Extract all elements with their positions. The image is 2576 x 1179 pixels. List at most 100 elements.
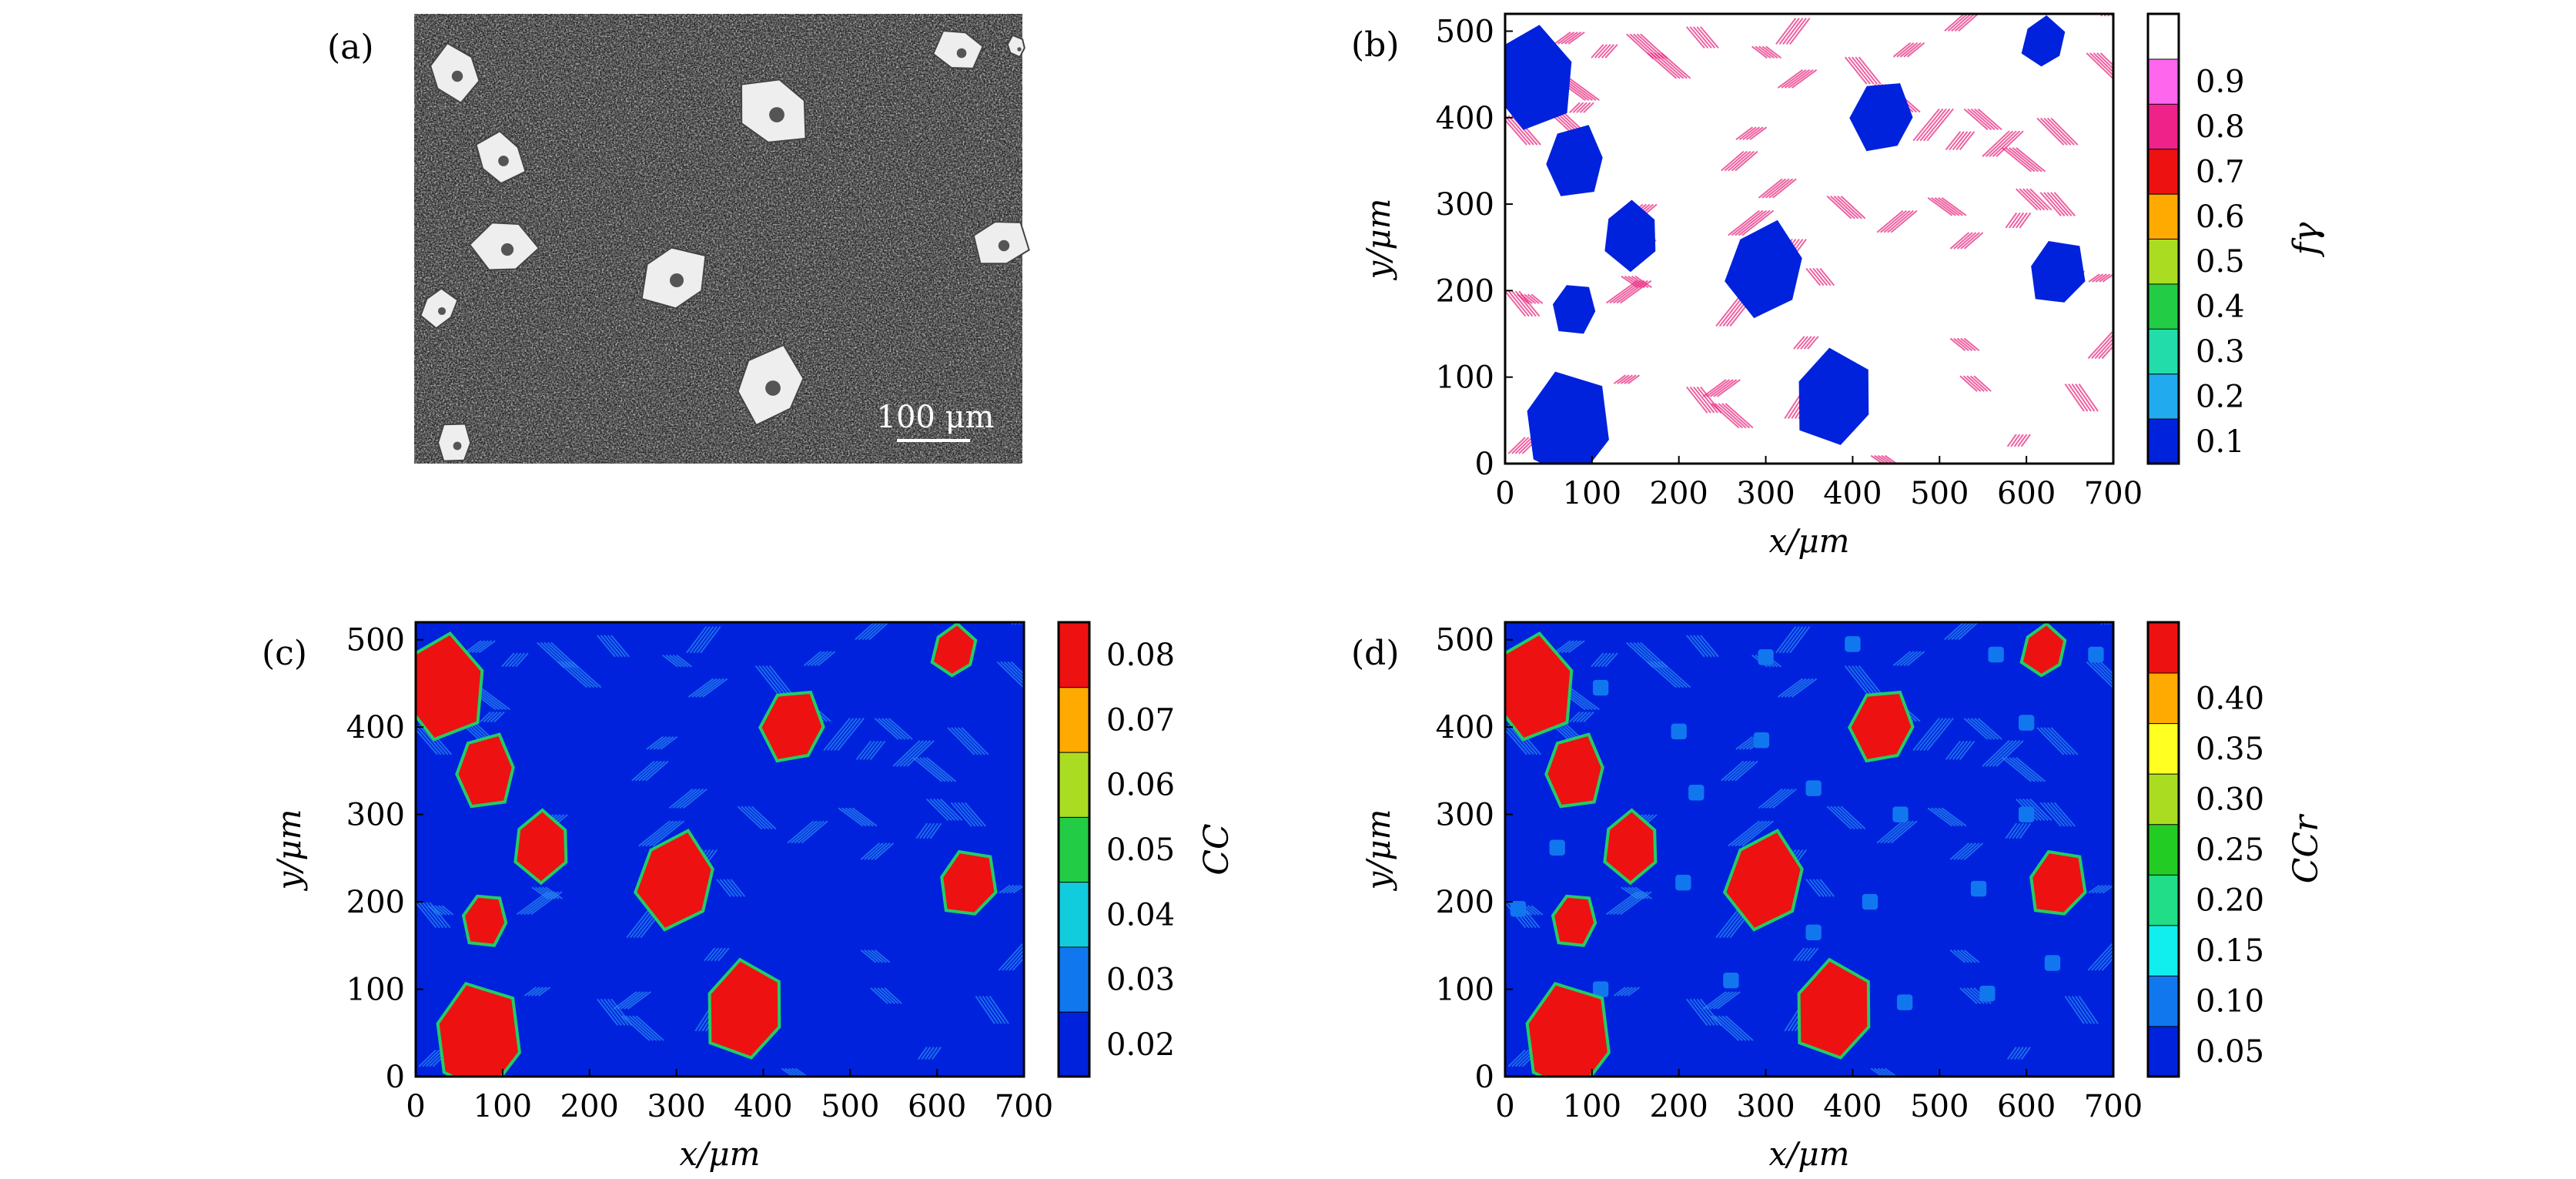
micrograph-grain-defect bbox=[498, 156, 509, 166]
segregation-streak bbox=[1629, 641, 1658, 668]
x-tick-label: 600 bbox=[908, 1089, 966, 1124]
segregation-streak bbox=[2099, 661, 2113, 675]
segregation-streak bbox=[1693, 635, 1712, 658]
segregation-streak bbox=[1696, 26, 1716, 49]
segregation-streak bbox=[2046, 802, 2069, 827]
segregation-streak bbox=[2068, 384, 2089, 412]
segregation-streak bbox=[1956, 949, 1973, 963]
segregation-streak bbox=[985, 995, 1006, 1024]
micrograph-scale-label: 100 μm bbox=[877, 400, 995, 435]
segregation-streak bbox=[649, 735, 667, 750]
segregation-streak bbox=[1003, 661, 1024, 682]
segregation-streak bbox=[798, 820, 825, 844]
segregation-streak bbox=[1728, 150, 1751, 172]
segregation-streak bbox=[761, 665, 785, 694]
segregation-streak bbox=[422, 902, 444, 929]
grain bbox=[461, 894, 508, 947]
colorbar-band bbox=[2148, 59, 2179, 104]
segregation-streak bbox=[648, 820, 681, 847]
y-tick-label: 500 bbox=[346, 623, 405, 658]
y-tick-label: 0 bbox=[1475, 447, 1494, 482]
segregation-streak bbox=[2110, 622, 2113, 625]
segregation-streak bbox=[418, 1049, 437, 1067]
segregation-streak bbox=[1507, 115, 1534, 146]
segregation-streak bbox=[1963, 949, 1980, 963]
segregation-streak bbox=[975, 995, 995, 1024]
segregation-streak bbox=[1617, 986, 1630, 996]
carbide bbox=[2088, 646, 2104, 663]
segregation-streak bbox=[1686, 635, 1705, 658]
segregation-streak bbox=[2110, 14, 2113, 17]
segregation-streak bbox=[1819, 879, 1835, 897]
segregation-streak bbox=[1620, 374, 1634, 384]
segregation-streak bbox=[874, 842, 895, 860]
segregation-streak bbox=[1005, 949, 1024, 971]
segregation-streak bbox=[1557, 32, 1575, 45]
segregation-streak bbox=[1785, 18, 1807, 45]
segregation-streak bbox=[2005, 822, 2018, 839]
segregation-streak bbox=[2093, 52, 2113, 73]
segregation-streak bbox=[1949, 232, 1970, 250]
segregation-streak bbox=[1569, 687, 1600, 711]
segregation-streak bbox=[547, 641, 575, 668]
segregation-streak bbox=[2091, 333, 2113, 360]
segregation-streak bbox=[1982, 130, 2010, 157]
segregation-streak bbox=[1785, 626, 1807, 654]
segregation-streak bbox=[2075, 995, 2096, 1024]
segregation-streak bbox=[701, 678, 728, 698]
segregation-streak bbox=[1883, 820, 1911, 844]
colorbar-tick-label: 0.4 bbox=[2196, 290, 2245, 325]
segregation-streak bbox=[2017, 434, 2028, 447]
segregation-streak bbox=[765, 665, 789, 694]
segregation-streak bbox=[1524, 905, 1537, 916]
grain bbox=[1603, 808, 1658, 886]
segregation-streak bbox=[1982, 740, 2010, 767]
segregation-streak bbox=[1579, 711, 1591, 723]
segregation-streak bbox=[929, 822, 942, 839]
colorbar-frame bbox=[2146, 12, 2180, 465]
segregation-streak bbox=[1758, 45, 1775, 59]
segregation-streak bbox=[689, 626, 711, 654]
segregation-streak bbox=[2098, 340, 2113, 360]
colorbar-band bbox=[2148, 773, 2179, 825]
segregation-streak bbox=[1738, 820, 1771, 847]
segregation-streak bbox=[1805, 879, 1822, 897]
segregation-streak bbox=[1721, 760, 1745, 782]
segregation-streak bbox=[2026, 798, 2049, 822]
segregation-streak bbox=[1887, 820, 1914, 844]
segregation-streak bbox=[1567, 640, 1585, 654]
segregation-streak bbox=[672, 788, 698, 809]
segregation-streak bbox=[1735, 209, 1768, 236]
segregation-streak bbox=[1960, 337, 1976, 352]
segregation-streak bbox=[845, 807, 871, 827]
segregation-streak bbox=[1633, 641, 1661, 668]
segregation-streak bbox=[1833, 806, 1859, 830]
segregation-streak bbox=[1796, 336, 1808, 350]
segregation-streak bbox=[2019, 188, 2042, 211]
segregation-streak bbox=[1507, 724, 1534, 755]
segregation-streak bbox=[982, 995, 1002, 1024]
grain bbox=[1849, 83, 1913, 152]
segregation-streak bbox=[1896, 42, 1915, 58]
segregation-streak bbox=[530, 986, 544, 996]
segregation-streak bbox=[1718, 1015, 1747, 1041]
y-tick-label: 200 bbox=[1436, 273, 1494, 309]
segregation-streak bbox=[1554, 640, 1571, 654]
segregation-streak bbox=[2020, 434, 2031, 447]
segregation-streak bbox=[2093, 661, 2113, 682]
y-tick-label: 200 bbox=[1436, 885, 1494, 920]
segregation-streak bbox=[694, 678, 721, 698]
segregation-streak bbox=[2012, 147, 2042, 172]
y-axis-label: y/μm bbox=[270, 809, 308, 892]
x-axis-label: x/μm bbox=[1769, 1135, 1850, 1173]
segregation-streak bbox=[1689, 386, 1711, 414]
segregation-streak bbox=[1941, 807, 1967, 827]
segregation-streak bbox=[1617, 374, 1630, 384]
segregation-streak bbox=[998, 943, 1024, 971]
segregation-streak bbox=[2115, 0, 2141, 16]
segregation-streak bbox=[1696, 635, 1716, 658]
segregation-streak bbox=[2026, 188, 2049, 211]
segregation-streak bbox=[1591, 44, 1604, 59]
segregation-streak bbox=[2086, 52, 2113, 80]
grain bbox=[1848, 690, 1915, 763]
